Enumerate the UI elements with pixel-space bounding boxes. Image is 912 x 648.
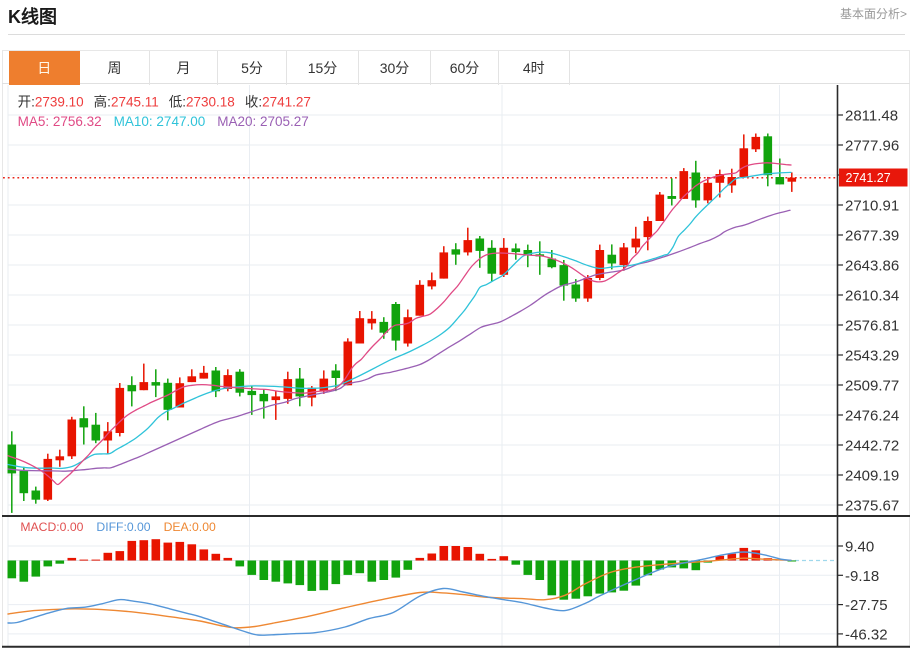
svg-text:2375.67: 2375.67 [845, 498, 899, 515]
svg-text:2576.81: 2576.81 [845, 318, 899, 335]
svg-text:2442.72: 2442.72 [845, 438, 899, 455]
svg-text:2610.34: 2610.34 [845, 288, 899, 305]
svg-text:2741.27: 2741.27 [846, 171, 891, 185]
svg-text:2409.19: 2409.19 [845, 468, 899, 485]
svg-text:-27.75: -27.75 [845, 597, 888, 614]
svg-text:开:2739.10高:2745.11低:2730.18收:2: 开:2739.10 高:2745.11 低:2730.18 收:2741.27 [18, 94, 311, 110]
svg-text:2710.91: 2710.91 [845, 198, 899, 215]
svg-text:2811.48: 2811.48 [845, 108, 898, 125]
svg-text:2476.24: 2476.24 [845, 408, 899, 425]
svg-text:-46.32: -46.32 [845, 626, 888, 643]
svg-text:2677.39: 2677.39 [845, 228, 899, 245]
svg-text:-9.18: -9.18 [845, 568, 879, 585]
svg-text:2509.77: 2509.77 [845, 378, 899, 395]
svg-text:9.40: 9.40 [845, 539, 874, 556]
svg-text:2543.29: 2543.29 [845, 348, 899, 365]
svg-text:2777.96: 2777.96 [845, 138, 899, 155]
svg-text:2643.86: 2643.86 [845, 258, 899, 275]
